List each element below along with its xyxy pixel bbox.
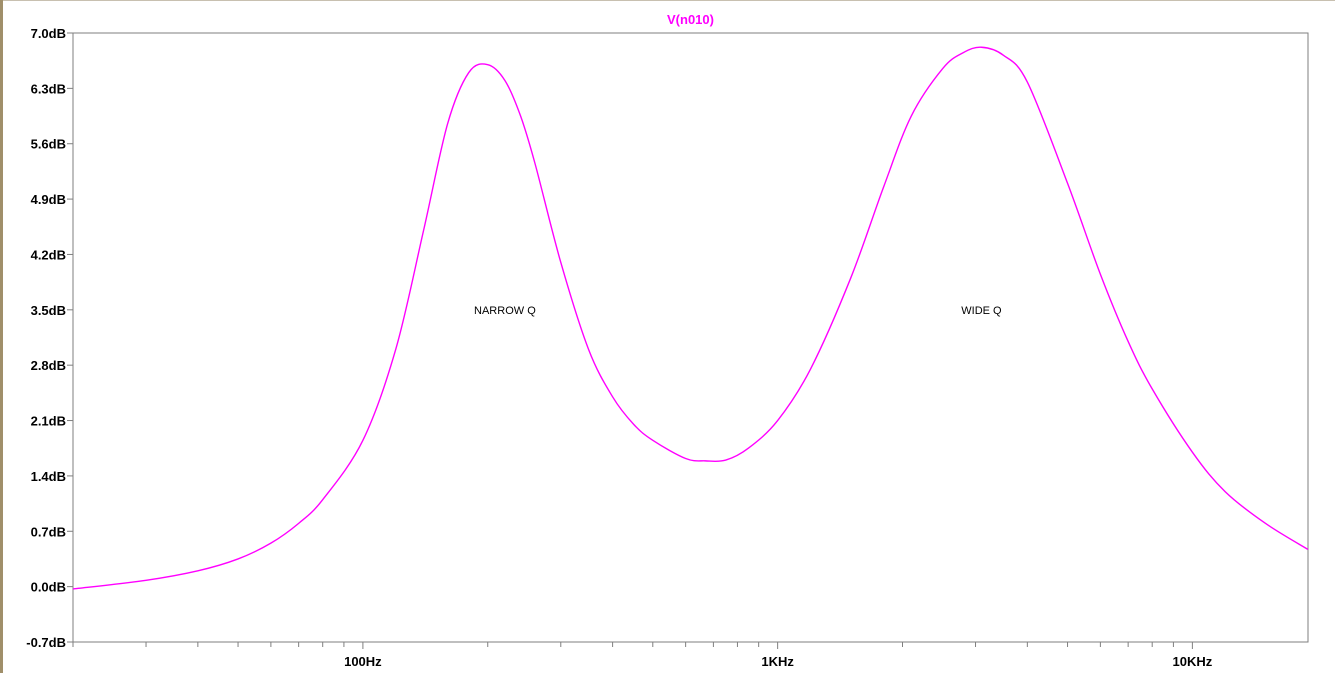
plot-frame [72, 32, 1309, 643]
annotation-layer: NARROW Q WIDE Q [474, 305, 1002, 317]
annotation-label: WIDE Q [961, 305, 1002, 317]
y-tick-label: 1.4dB [31, 469, 66, 484]
x-tick-label: 1KHz [761, 654, 794, 669]
y-tick-label: 4.9dB [31, 192, 66, 207]
y-tick-label: -0.7dB [26, 635, 66, 650]
window-border-top [0, 0, 1335, 1]
y-tick-label: 2.8dB [31, 358, 66, 373]
y-tick-label: 7.0dB [31, 26, 66, 41]
y-tick-label: 2.1dB [31, 414, 66, 429]
window-border-left [0, 0, 3, 673]
y-tick-label: 3.5dB [31, 303, 66, 318]
annotation-label: NARROW Q [474, 305, 536, 317]
y-tick-label: 0.7dB [31, 524, 66, 539]
y-tick-label: 4.2dB [31, 247, 66, 262]
y-tick-label: 5.6dB [31, 137, 66, 152]
y-tick-label: 0.0dB [31, 580, 66, 595]
y-tick-label: 6.3dB [31, 81, 66, 96]
series-line-0[interactable] [72, 46, 1309, 590]
y-axis: 7.0dB 6.3dB 5.6dB 4.9dB 4.2dB 3.5dB 2.8dB 2.1dB… [26, 26, 73, 650]
trace-title[interactable]: V(n010) [667, 12, 714, 27]
series-layer [72, 46, 1309, 590]
x-tick-label: 100Hz [344, 654, 382, 669]
x-axis: 100Hz 1KHz 10KHz [72, 642, 1213, 669]
x-tick-label: 10KHz [1173, 654, 1213, 669]
